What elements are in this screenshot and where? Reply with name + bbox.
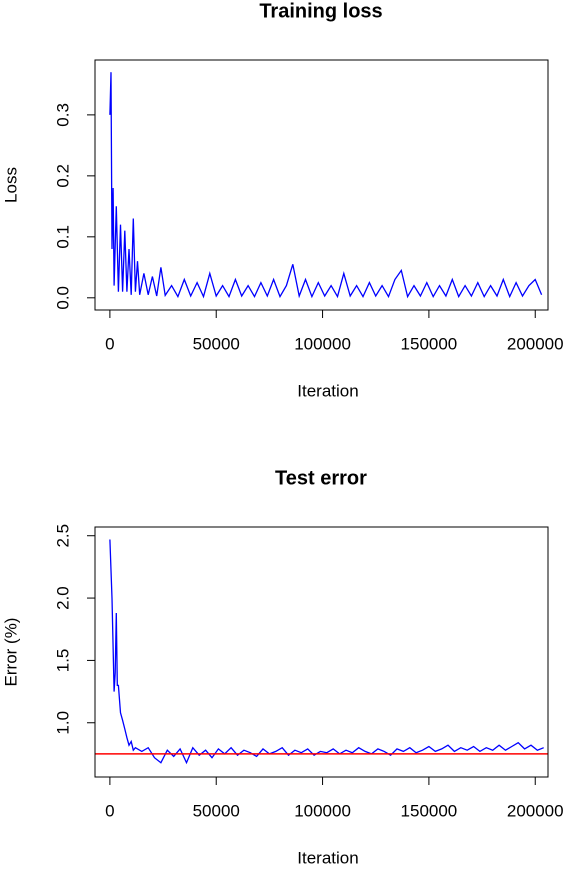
plot-frame [94, 526, 549, 778]
y-axis-label: Loss [1, 167, 20, 203]
x-tick-label: 50000 [193, 801, 240, 820]
x-tick-label: 100000 [294, 801, 351, 820]
x-tick-label: 0 [105, 334, 114, 353]
y-tick-label: 1.5 [53, 649, 72, 673]
x-tick-label: 200000 [507, 801, 564, 820]
y-tick-label: 0.2 [53, 164, 72, 188]
x-tick-label: 200000 [507, 334, 564, 353]
x-axis-label: Iteration [297, 381, 358, 400]
x-tick-label: 100000 [294, 334, 351, 353]
x-tick-label: 50000 [193, 334, 240, 353]
y-tick-label: 1.0 [53, 711, 72, 735]
x-axis-label: Iteration [297, 848, 358, 867]
y-tick-label: 0.1 [53, 225, 72, 249]
y-tick-label: 0.3 [53, 103, 72, 127]
data-line [109, 539, 544, 765]
y-tick-label: 2.0 [53, 586, 72, 610]
plot-frame [94, 59, 549, 311]
y-axis-label: Error (%) [1, 618, 20, 687]
x-tick-label: 150000 [401, 334, 458, 353]
x-tick-label: 0 [105, 801, 114, 820]
chart-title: Test error [275, 467, 367, 489]
y-tick-label: 0.0 [53, 286, 72, 310]
data-line [109, 72, 543, 299]
chart-title: Training loss [259, 0, 382, 22]
y-tick-label: 2.5 [53, 524, 72, 548]
x-tick-label: 150000 [401, 801, 458, 820]
